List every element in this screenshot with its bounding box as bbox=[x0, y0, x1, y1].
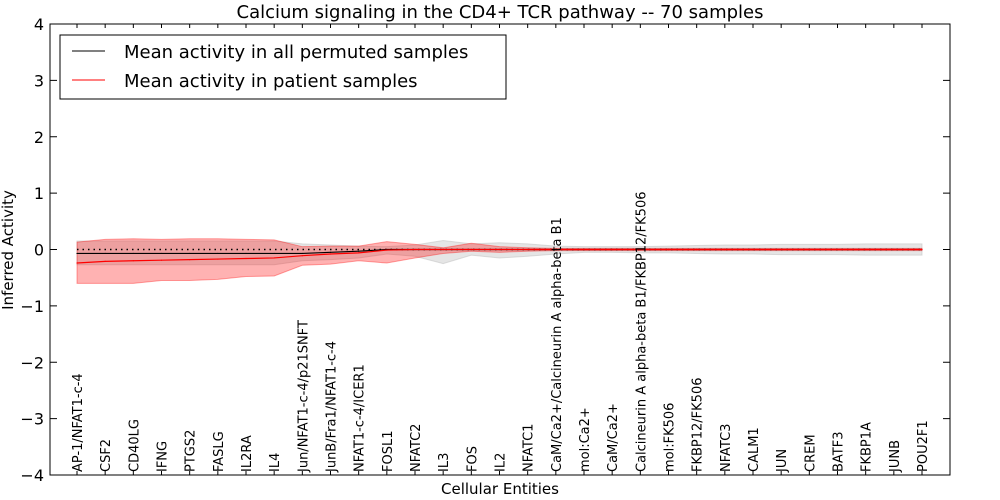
x-tick-label: NFATC2 bbox=[409, 424, 424, 472]
x-tick-label: JunB/Fra1/NFAT1-c-4 bbox=[325, 341, 340, 473]
x-tick-label: NFATC3 bbox=[719, 424, 734, 472]
y-tick-label: −2 bbox=[20, 353, 44, 372]
data-point bbox=[358, 252, 360, 254]
y-tick-label: 4 bbox=[34, 15, 44, 34]
y-tick-label: 0 bbox=[34, 241, 44, 260]
x-tick-label: IFNG bbox=[156, 441, 171, 472]
confidence-band-permuted bbox=[76, 239, 923, 266]
x-tick-label: Jun/NFAT1-c-4/p21SNFT bbox=[296, 320, 311, 473]
data-point bbox=[132, 260, 134, 262]
data-point bbox=[386, 249, 388, 251]
x-tick-label: FKBP1A bbox=[860, 422, 875, 472]
x-tick-label: CREM bbox=[803, 434, 818, 472]
x-tick-label: CALM1 bbox=[747, 427, 762, 472]
data-point bbox=[780, 248, 782, 251]
data-point bbox=[329, 251, 332, 253]
x-tick-label: IL2RA bbox=[240, 435, 255, 472]
data-point bbox=[667, 248, 670, 251]
data-point bbox=[442, 248, 444, 251]
data-point bbox=[639, 248, 641, 251]
data-point bbox=[836, 248, 839, 251]
x-tick-label: IL2 bbox=[494, 453, 509, 472]
data-point bbox=[470, 248, 472, 251]
y-tick-label: −1 bbox=[20, 297, 44, 316]
data-point bbox=[273, 252, 275, 255]
data-point bbox=[358, 250, 360, 252]
y-tick-label: 3 bbox=[34, 71, 44, 90]
legend-label-patient: Mean activity in patient samples bbox=[124, 71, 418, 92]
x-tick-label: POU2F1 bbox=[916, 420, 931, 472]
x-tick-label: FASLG bbox=[212, 431, 227, 472]
x-tick-label: FKBP12/FK506 bbox=[691, 378, 706, 473]
x-tick-label: JUN bbox=[775, 449, 790, 473]
x-tick-label: NFATC1 bbox=[522, 424, 537, 472]
data-point bbox=[808, 248, 810, 251]
x-tick-label: FOSL1 bbox=[381, 431, 396, 472]
data-point bbox=[921, 248, 923, 251]
data-point bbox=[189, 252, 191, 255]
legend-label-permuted: Mean activity in all permuted samples bbox=[124, 42, 468, 63]
data-point bbox=[893, 248, 895, 251]
data-point bbox=[217, 252, 219, 255]
x-axis-label: Cellular Entities bbox=[441, 480, 559, 498]
data-point bbox=[414, 248, 416, 251]
data-point bbox=[301, 252, 303, 255]
data-point bbox=[724, 248, 726, 251]
x-tick-label: CaM/Ca2+ bbox=[606, 403, 621, 472]
data-point bbox=[189, 259, 191, 261]
data-point bbox=[527, 248, 529, 251]
y-axis-label: Inferred Activity bbox=[0, 190, 17, 310]
data-point bbox=[865, 248, 867, 251]
x-tick-label: BATF3 bbox=[832, 432, 847, 473]
x-tick-label: NFAT1-c-4/ICER1 bbox=[353, 364, 368, 472]
x-tick-label: IL3 bbox=[437, 453, 452, 472]
y-tick-label: 1 bbox=[34, 184, 44, 203]
data-point bbox=[76, 262, 78, 264]
x-tick-label: CD40LG bbox=[127, 419, 142, 472]
x-tick-label: JUNB bbox=[888, 440, 903, 473]
data-point bbox=[245, 252, 247, 255]
data-point bbox=[104, 252, 106, 255]
chart-title: Calcium signaling in the CD4+ TCR pathwa… bbox=[237, 2, 764, 23]
data-point bbox=[76, 252, 78, 255]
data-point bbox=[696, 248, 698, 251]
data-point bbox=[752, 248, 754, 251]
x-tick-label: Calcineurin A alpha-beta B1/FKBP12/FK506 bbox=[634, 192, 649, 472]
data-point bbox=[498, 248, 501, 251]
y-tick-label: −3 bbox=[20, 410, 44, 429]
data-point bbox=[104, 260, 106, 262]
x-tick-label: CaM/Ca2+/Calcineurin A alpha-beta B1 bbox=[550, 217, 565, 472]
x-tick-label: mol:FK506 bbox=[663, 403, 678, 472]
x-tick-label: FOS bbox=[465, 446, 480, 472]
y-tick-label: −4 bbox=[20, 466, 44, 485]
data-point bbox=[273, 257, 275, 259]
plot-area: −4 −3 −2 −1 0 1 2 3 4 AP-1/NFAT1-c-4 CSF2 CD40LG IFN… bbox=[20, 15, 951, 485]
data-point bbox=[160, 252, 163, 255]
data-point bbox=[160, 259, 163, 261]
legend: Mean activity in all permuted samples Me… bbox=[59, 34, 507, 100]
y-tick-label: 2 bbox=[34, 128, 44, 147]
data-point bbox=[555, 248, 557, 251]
data-point bbox=[245, 257, 247, 260]
data-point bbox=[132, 252, 134, 255]
x-tick-label: mol:Ca2+ bbox=[578, 407, 593, 472]
data-point bbox=[217, 258, 219, 260]
x-tick-label: IL4 bbox=[268, 453, 283, 472]
data-point bbox=[301, 255, 303, 257]
data-point bbox=[611, 248, 613, 251]
x-tick-label: AP-1/NFAT1-c-4 bbox=[71, 373, 86, 472]
data-point bbox=[329, 253, 332, 255]
x-tick-label: PTGS2 bbox=[184, 430, 199, 472]
x-tick-label: CSF2 bbox=[99, 439, 114, 472]
data-point bbox=[583, 248, 585, 251]
